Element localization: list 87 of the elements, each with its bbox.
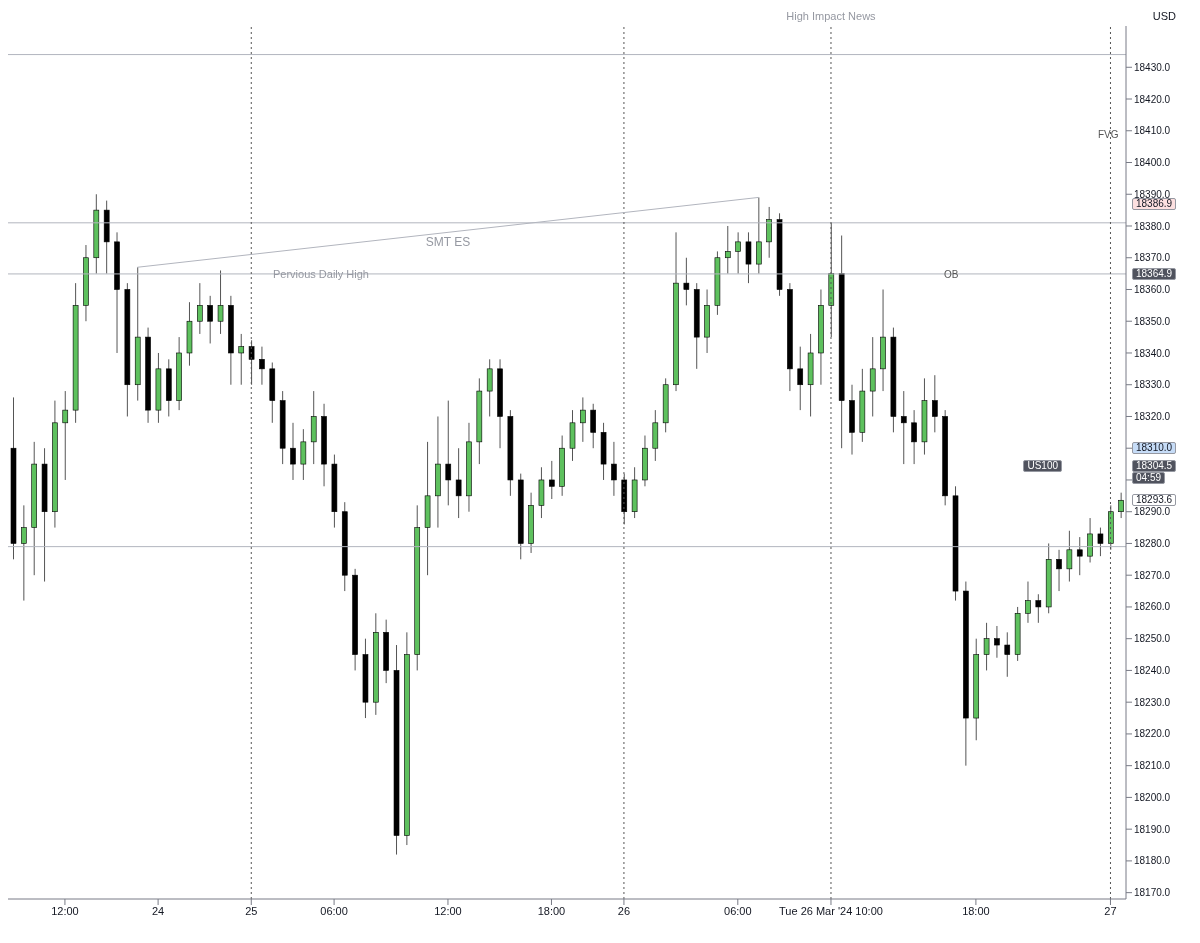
x-tick-label: 18:00 [537, 904, 566, 917]
y-tick-label: 18370.0 [1134, 252, 1171, 264]
y-tick-label: 18190.0 [1134, 823, 1171, 835]
y-tick-label: 18420.0 [1134, 93, 1171, 105]
x-tick-label: 27 [1104, 904, 1117, 917]
candlestick [797, 346, 804, 411]
y-tick-label: 18350.0 [1134, 315, 1171, 327]
y-tick-label: 18430.0 [1134, 61, 1171, 73]
x-tick-label: 12:00 [434, 904, 462, 917]
ref-line-label: Pervious Daily High [273, 267, 369, 280]
text: 18304.5 [1132, 459, 1177, 472]
y-tick-label: 18260.0 [1134, 601, 1171, 613]
candlestick [1076, 536, 1083, 576]
y-tick-label: 18210.0 [1134, 760, 1171, 772]
candlestick [21, 504, 27, 602]
candlestick [1004, 631, 1011, 678]
y-tick-label: 18230.0 [1134, 696, 1171, 708]
candlestick [1118, 492, 1124, 519]
candlestick [1025, 581, 1031, 624]
candlestick [900, 390, 907, 465]
candlestick [869, 336, 876, 417]
y-axis-title: USD [1152, 10, 1176, 22]
candlestick [590, 403, 596, 449]
y-tick-label: 18320.0 [1134, 411, 1171, 423]
candlestick [724, 225, 731, 275]
y-tick-label: 18340.0 [1134, 347, 1171, 359]
y-tick-label: 18380.0 [1134, 220, 1171, 232]
annotation: US100 [1023, 459, 1062, 472]
candlestick [1035, 593, 1042, 624]
text: 18386.9 [1132, 198, 1177, 211]
candlestick [911, 409, 917, 465]
y-tick-label: 18400.0 [1134, 157, 1171, 169]
text: 18293.6 [1132, 494, 1177, 507]
candlestick [62, 390, 69, 481]
x-tick-label: 18:00 [962, 904, 990, 917]
y-tick-label: 18360.0 [1134, 284, 1171, 296]
x-tick-label: 12:00 [51, 904, 79, 917]
text: 18310.0 [1132, 442, 1177, 455]
candlestick [735, 231, 741, 275]
annotation: OB [944, 269, 959, 280]
candlestick [1056, 549, 1062, 592]
y-tick-label: 18390.0 [1134, 188, 1171, 200]
x-tick-label: 26 [617, 904, 631, 917]
y-tick-label: 18180.0 [1134, 855, 1171, 867]
y-tick-label: 18330.0 [1134, 379, 1171, 391]
candlestick [486, 358, 493, 417]
candlestick [1097, 527, 1104, 557]
series-label: SMT ES [425, 234, 471, 249]
y-tick-label: 18170.0 [1134, 887, 1171, 899]
y-tick-label: 18220.0 [1134, 728, 1171, 740]
x-tick-label: 24 [151, 904, 165, 917]
candlestick [197, 282, 203, 335]
candlestick [683, 257, 690, 306]
candlestick [983, 622, 990, 671]
candlestick [932, 374, 938, 433]
y-tick-label: 18200.0 [1134, 791, 1171, 803]
candlestick [259, 346, 265, 386]
candlestick [611, 441, 617, 497]
x-tick-label: 25 [245, 904, 258, 917]
candlestick [238, 333, 245, 386]
candlestick [290, 422, 296, 481]
candlestick [300, 428, 307, 481]
y-tick-label: 18250.0 [1134, 633, 1171, 645]
text: 04:59 [1132, 471, 1166, 484]
x-tick-label: 06:00 [724, 904, 752, 917]
candlestick [994, 625, 1000, 659]
candlestick [766, 206, 772, 259]
y-tick-label: 18240.0 [1134, 664, 1171, 676]
candlestick [455, 447, 462, 519]
y-tick-label: 18280.0 [1134, 538, 1171, 549]
x-tick-label: 06:00 [320, 904, 348, 917]
y-tick-label: 18410.0 [1134, 125, 1171, 137]
candlestick [445, 400, 452, 506]
candlestick [1066, 530, 1073, 583]
candlestick [217, 269, 224, 335]
candlestick [756, 196, 762, 275]
y-tick-label: 18290.0 [1134, 506, 1171, 518]
candlestick [745, 231, 752, 284]
text: 18364.9 [1132, 267, 1177, 280]
x-tick-label: Tue 26 Mar '24 10:00 [779, 904, 883, 917]
ref-line-label: High Impact News [786, 9, 877, 22]
annotation: FVG [1098, 129, 1119, 140]
candlestick [207, 295, 213, 344]
candlestick [549, 460, 555, 500]
y-tick-label: 18270.0 [1134, 569, 1171, 581]
candlestick [1087, 517, 1093, 563]
candlestick [580, 396, 586, 443]
